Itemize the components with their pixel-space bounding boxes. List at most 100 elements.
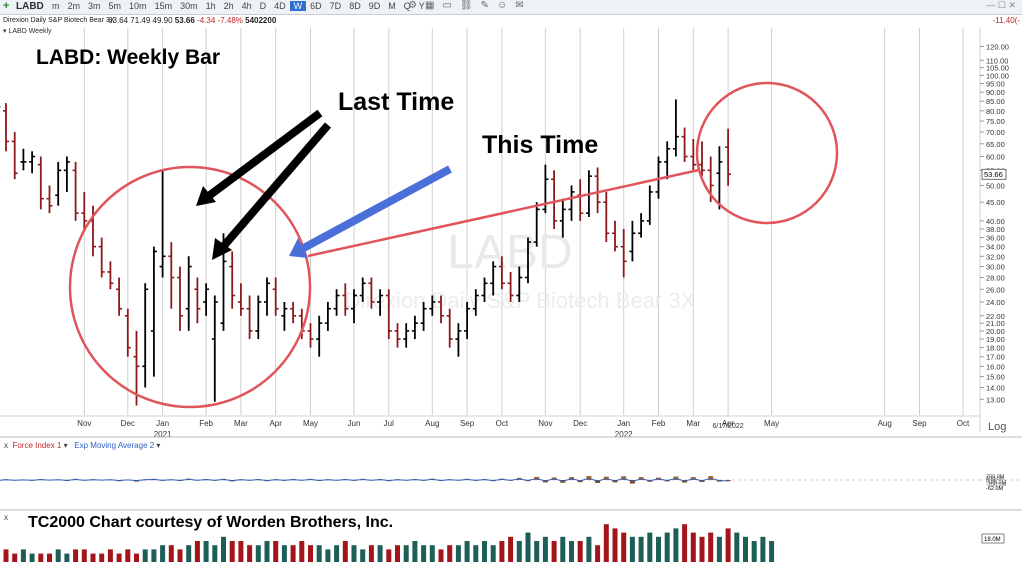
window-controls[interactable]: — ☐ ✕ — [986, 0, 1016, 10]
symbol-box[interactable]: LABD — [16, 1, 44, 12]
timeframe-Q[interactable]: Q — [403, 1, 411, 11]
month-label: Jun — [348, 419, 361, 428]
right-change: -11.40(- — [992, 16, 1020, 25]
volume-header: x — [4, 513, 8, 522]
volume-bar — [334, 545, 340, 562]
arrow-last-2 — [218, 122, 332, 251]
arrow-last-1 — [203, 109, 323, 202]
last-time-circle — [68, 165, 312, 409]
screen-icon[interactable]: ▭ — [442, 0, 452, 11]
close-value: 53.66 — [174, 16, 195, 25]
timeframe-4D[interactable]: 4D — [274, 1, 286, 11]
timeframe-2m[interactable]: 2m — [67, 1, 81, 11]
timeframe-15m[interactable]: 15m — [154, 1, 173, 11]
price-bar — [603, 191, 610, 243]
volume-bar — [499, 541, 505, 562]
volume-bar — [168, 545, 174, 562]
chat-icon[interactable]: ✉ — [515, 0, 524, 11]
volume-bar — [455, 545, 461, 562]
chart-name-label[interactable]: ▾ LABD Weekly — [3, 28, 52, 35]
price-bar — [359, 277, 366, 302]
price-tick-label: 40.00 — [986, 217, 1005, 226]
year-label: 2022 — [615, 430, 633, 439]
ema-label[interactable]: Exp Moving Average 2 — [74, 441, 155, 450]
price-bar — [211, 295, 218, 402]
pencil-icon[interactable]: ✎ — [480, 0, 489, 11]
price-tick-label: 32.00 — [986, 252, 1005, 261]
grid-icon[interactable]: ▦ — [424, 0, 435, 11]
price-bar — [37, 156, 44, 210]
timeframe-10m[interactable]: 10m — [129, 1, 147, 11]
price-bar — [185, 256, 192, 331]
volume-bar — [229, 541, 235, 562]
timeframe-8D[interactable]: 8D — [349, 1, 361, 11]
add-icon[interactable]: + — [3, 0, 10, 12]
timeframe-4h[interactable]: 4h — [241, 1, 252, 11]
quote-infobar: Direxion Daily S&P Biotech Bear 3X 63.64… — [0, 15, 1022, 26]
timeframe-W[interactable]: W — [289, 1, 307, 11]
timeframe-7D[interactable]: 7D — [329, 1, 342, 11]
volume-bar — [12, 553, 18, 562]
price-tick-label: 34.00 — [986, 243, 1005, 252]
volume-bar — [212, 545, 218, 562]
price-tick-label: 45.00 — [986, 198, 1005, 207]
price-tick-label: 17.00 — [986, 353, 1005, 362]
volume-bar — [125, 549, 131, 562]
timeframe-2h[interactable]: 2h — [223, 1, 234, 11]
volume-bar — [664, 532, 670, 562]
price-tick-label: 75.00 — [986, 117, 1005, 126]
change-value: -4.34 — [197, 16, 216, 25]
price-bar — [559, 198, 566, 238]
close-volume-icon[interactable]: x — [4, 513, 8, 522]
price-bar — [446, 308, 453, 348]
volume-bar — [186, 545, 192, 562]
timeframe-selector: m 2m 3m 5m 10m 15m 30m 1h 2h 4h D 4D W 6D 7D 8D 9D M Q Y — [48, 1, 429, 11]
settings-icon[interactable]: ⚙ — [408, 0, 417, 11]
volume-bar — [743, 536, 748, 562]
volume-bar — [368, 545, 374, 562]
timeframe-6D[interactable]: 6D — [310, 1, 322, 11]
price-bar — [542, 164, 549, 214]
timeframe-3m[interactable]: 3m — [88, 1, 101, 11]
force-index-label[interactable]: Force Index 1 — [12, 441, 62, 450]
month-label: Sep — [912, 419, 927, 428]
link-icon[interactable]: ⛓ — [459, 0, 473, 11]
price-bar — [411, 315, 418, 340]
price-bar — [55, 161, 62, 206]
timeframe-Y[interactable]: Y — [418, 1, 425, 11]
price-tick-label: 50.00 — [986, 181, 1005, 190]
price-tick-label: 19.00 — [986, 335, 1005, 344]
timeframe-M[interactable]: M — [388, 1, 396, 11]
timeframe-m[interactable]: m — [52, 1, 60, 11]
volume-bar — [160, 545, 166, 562]
timeframe-9D[interactable]: 9D — [368, 1, 381, 11]
price-bar — [681, 127, 688, 162]
volume-bar — [247, 545, 253, 562]
timeframe-1h[interactable]: 1h — [205, 1, 216, 11]
volume-bar — [377, 545, 383, 562]
price-bar — [507, 271, 514, 302]
close-panel-icon[interactable]: x — [4, 441, 8, 450]
price-tick-label: 13.00 — [986, 395, 1005, 404]
connector-line — [307, 168, 700, 258]
month-label: Jan — [617, 419, 630, 428]
volume-bar — [351, 545, 357, 562]
price-tick-label: 28.00 — [986, 273, 1005, 282]
price-tick-label: 60.00 — [986, 153, 1005, 162]
timeframe-5m[interactable]: 5m — [108, 1, 122, 11]
price-bar — [638, 213, 645, 238]
price-tick-label: 24.00 — [986, 298, 1005, 307]
price-bar — [394, 323, 401, 348]
month-label: Dec — [121, 419, 135, 428]
people-icon[interactable]: ☺ — [496, 0, 508, 11]
timeframe-30m[interactable]: 30m — [180, 1, 198, 11]
price-bar — [464, 301, 471, 340]
timeframe-D[interactable]: D — [259, 1, 267, 11]
price-bar — [46, 185, 53, 214]
log-scale-toggle[interactable]: Log — [988, 421, 1007, 433]
ema-line — [0, 477, 729, 483]
volume-bar — [64, 553, 70, 562]
volume-bar — [542, 536, 548, 562]
